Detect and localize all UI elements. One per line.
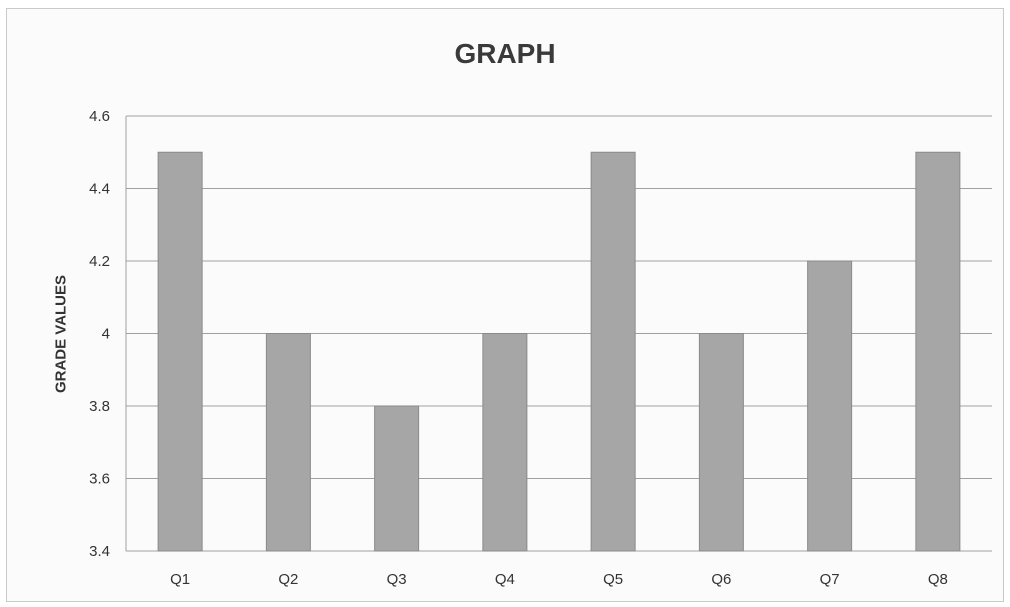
x-tick-label-q6: Q6: [711, 571, 731, 588]
y-tick-label-4: 4.2: [89, 253, 110, 270]
y-tick-label-3: 4: [102, 326, 110, 343]
x-tick-labels: Q1 Q2 Q3 Q4 Q5 Q6 Q7 Q8: [170, 571, 948, 588]
x-tick-label-q4: Q4: [495, 571, 515, 588]
gridlines: [125, 115, 992, 552]
y-tick-label-0: 3.4: [89, 543, 110, 560]
bar-q5: [590, 151, 636, 552]
bar-q4: [482, 333, 528, 552]
y-tick-labels: 3.4 3.6 3.8 4 4.2 4.4 4.6: [89, 108, 110, 560]
bars: [157, 151, 961, 552]
bar-q6: [698, 333, 744, 552]
y-tick-label-6: 4.6: [89, 108, 110, 125]
x-tick-label-q2: Q2: [278, 571, 298, 588]
x-tick-label-q5: Q5: [603, 571, 623, 588]
y-tick-label-1: 3.6: [89, 471, 110, 488]
x-tick-label-q7: Q7: [820, 571, 840, 588]
y-tick-label-5: 4.4: [89, 181, 110, 198]
bar-q3: [374, 405, 420, 552]
y-tick-label-2: 3.8: [89, 398, 110, 415]
x-tick-label-q3: Q3: [387, 571, 407, 588]
bar-q1: [157, 151, 203, 552]
bar-q7: [807, 260, 853, 552]
x-tick-label-q8: Q8: [928, 571, 948, 588]
chart-title: GRAPH: [454, 38, 556, 69]
x-tick-label-q1: Q1: [170, 571, 190, 588]
bar-q2: [265, 333, 311, 552]
bar-q8: [915, 151, 961, 552]
